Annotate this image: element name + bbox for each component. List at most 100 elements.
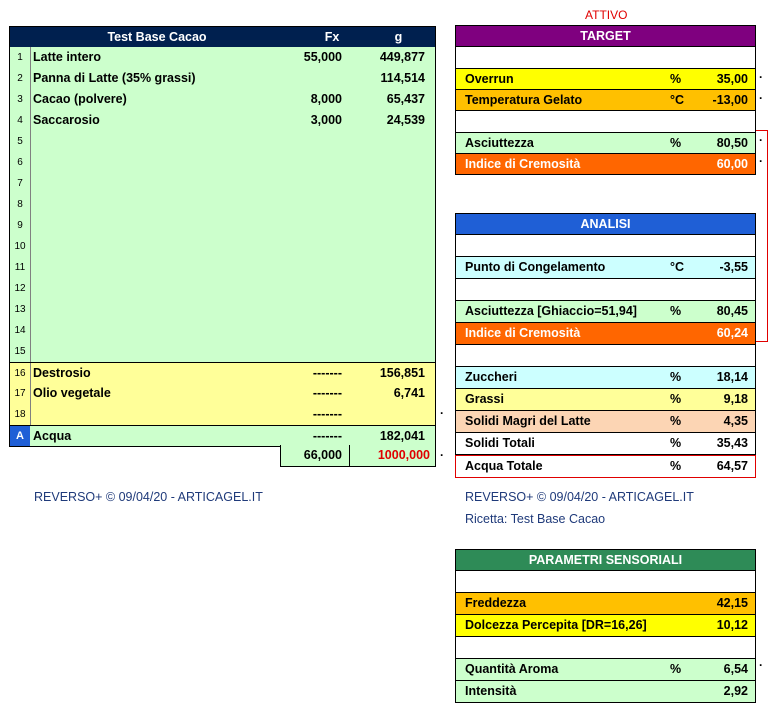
temperature-row[interactable]: Temperatura Gelato °C -13,00 bbox=[455, 90, 756, 111]
row-number: 1 bbox=[17, 52, 23, 63]
ingredient-row[interactable]: 9 bbox=[10, 215, 435, 236]
ingredient-row[interactable]: 11 bbox=[10, 257, 435, 278]
ingredient-name[interactable]: Saccarosio bbox=[33, 113, 100, 127]
row-number: 8 bbox=[17, 199, 23, 210]
asciuttezza-unit: % bbox=[670, 136, 682, 150]
ingredient-grams: 24,539 bbox=[386, 113, 425, 127]
ingredient-fx: 55,000 bbox=[303, 50, 342, 64]
ingredient-row[interactable]: 14 bbox=[10, 320, 435, 341]
sensoriali-header: PARAMETRI SENSORIALI bbox=[455, 549, 756, 571]
ingredient-row[interactable]: 4 Saccarosio 3,000 24,539 bbox=[10, 110, 435, 131]
row-number: 17 bbox=[14, 388, 26, 399]
overrun-label: Overrun bbox=[465, 72, 514, 86]
analisi-header: ANALISI bbox=[455, 213, 756, 235]
congelamento-row: Punto di Congelamento °C -3,55 bbox=[455, 257, 756, 279]
asciuttezza-value[interactable]: 80,50 bbox=[716, 136, 748, 150]
aroma-row[interactable]: Quantità Aroma % 6,54 bbox=[455, 659, 756, 681]
ingredient-row[interactable]: 8 bbox=[10, 194, 435, 215]
ingredient-name[interactable]: Cacao (polvere) bbox=[33, 92, 127, 106]
row-number: 13 bbox=[14, 304, 26, 315]
ingredient-row[interactable]: 2 Panna di Latte (35% grassi) 114,514 bbox=[10, 68, 435, 89]
marker-dot: · bbox=[759, 154, 763, 168]
attivo-label: ATTIVO bbox=[585, 8, 628, 22]
freddezza-row: Freddezza 42,15 bbox=[455, 593, 756, 615]
ingredient-row[interactable]: 15 bbox=[10, 341, 435, 362]
analisi-asciuttezza-row: Asciuttezza [Ghiaccio=51,94] % 80,45 bbox=[455, 301, 756, 323]
row-number: 9 bbox=[17, 220, 23, 231]
water-row[interactable]: A Acqua ------- 182,041 bbox=[10, 425, 435, 446]
ingredient-row[interactable]: 18 ------- bbox=[10, 404, 435, 425]
solidi-totali-unit: % bbox=[670, 436, 682, 450]
ingredient-row[interactable]: 7 bbox=[10, 173, 435, 194]
solidi-magri-value: 4,35 bbox=[723, 414, 748, 428]
ingredient-row[interactable]: 1 Latte intero 55,000 449,877 bbox=[10, 47, 435, 68]
marker-dot: · bbox=[759, 658, 763, 672]
ingredient-fx: ------- bbox=[312, 407, 342, 421]
marker-dot: · bbox=[440, 448, 444, 462]
ingredient-row[interactable]: 5 bbox=[10, 131, 435, 152]
congelamento-label: Punto di Congelamento bbox=[465, 260, 606, 274]
ingredient-name[interactable]: Olio vegetale bbox=[33, 386, 111, 400]
ingredient-name[interactable]: Latte intero bbox=[33, 50, 102, 64]
bracket-line bbox=[767, 172, 768, 300]
marker-dot: · bbox=[759, 133, 763, 147]
ingredient-row[interactable]: 10 bbox=[10, 236, 435, 257]
grassi-value: 9,18 bbox=[723, 392, 748, 406]
ingredient-grams: 182,041 bbox=[379, 429, 425, 443]
ingredient-name[interactable]: Acqua bbox=[33, 429, 72, 443]
row-number: 3 bbox=[17, 94, 23, 105]
row-number: 12 bbox=[14, 283, 26, 294]
target-panel: TARGET Overrun % 35,00 Temperatura Gelat… bbox=[455, 25, 756, 175]
overrun-value[interactable]: 35,00 bbox=[716, 72, 748, 86]
asciuttezza-label: Asciuttezza [Ghiaccio=51,94] bbox=[465, 304, 637, 318]
row-number: 10 bbox=[14, 241, 26, 252]
aroma-value[interactable]: 6,54 bbox=[723, 662, 748, 676]
col-g-header: g bbox=[394, 30, 403, 44]
solidi-totali-value: 35,43 bbox=[716, 436, 748, 450]
ingredient-name[interactable]: Panna di Latte (35% grassi) bbox=[33, 71, 196, 85]
grassi-row: Grassi % 9,18 bbox=[455, 389, 756, 411]
ingredient-name[interactable]: Destrosio bbox=[33, 366, 91, 380]
acqua-totale-row: Acqua Totale % 64,57 bbox=[455, 455, 756, 478]
temperature-value[interactable]: -13,00 bbox=[712, 93, 748, 107]
target-asciuttezza-row[interactable]: Asciuttezza % 80,50 bbox=[455, 133, 756, 154]
freddezza-label: Freddezza bbox=[465, 596, 527, 610]
solidi-magri-row: Solidi Magri del Latte % 4,35 bbox=[455, 411, 756, 433]
ingredient-row[interactable]: 12 bbox=[10, 278, 435, 299]
ingredient-grams: 449,877 bbox=[379, 50, 425, 64]
target-cremosita-row[interactable]: Indice di Cremosità 60,00 bbox=[455, 154, 756, 175]
ingredient-fx: 3,000 bbox=[310, 113, 342, 127]
zuccheri-row: Zuccheri % 18,14 bbox=[455, 367, 756, 389]
aroma-label: Quantità Aroma bbox=[465, 662, 559, 676]
ingredient-row[interactable]: 6 bbox=[10, 152, 435, 173]
overrun-row[interactable]: Overrun % 35,00 bbox=[455, 69, 756, 90]
row-number: 11 bbox=[14, 262, 26, 273]
row-number: A bbox=[10, 426, 30, 446]
ingredient-row[interactable]: 16 Destrosio ------- 156,851 bbox=[10, 362, 435, 383]
zuccheri-value: 18,14 bbox=[716, 370, 748, 384]
recipe-name-label: Ricetta: Test Base Cacao bbox=[465, 512, 606, 526]
row-number: 15 bbox=[14, 346, 26, 357]
intensita-label: Intensità bbox=[465, 684, 517, 698]
grassi-label: Grassi bbox=[465, 392, 504, 406]
row-number: 2 bbox=[17, 73, 23, 84]
ingredient-row[interactable]: 13 bbox=[10, 299, 435, 320]
ingredient-row[interactable]: 17 Olio vegetale ------- 6,741 bbox=[10, 383, 435, 404]
row-number: 5 bbox=[17, 136, 23, 147]
ingredient-fx: ------- bbox=[312, 386, 342, 400]
cremosita-label: Indice di Cremosità bbox=[465, 326, 581, 340]
totals-row: 66,000 1000,000 bbox=[280, 445, 436, 467]
ingredient-grams: 65,437 bbox=[386, 92, 425, 106]
ingredient-row[interactable]: 3 Cacao (polvere) 8,000 65,437 bbox=[10, 89, 435, 110]
acqua-totale-value: 64,57 bbox=[716, 459, 748, 473]
marker-dot: · bbox=[440, 406, 444, 420]
row-number: 14 bbox=[14, 325, 26, 336]
marker-dot: · bbox=[759, 91, 763, 105]
target-header: TARGET bbox=[455, 25, 756, 47]
ingredient-grams: 156,851 bbox=[379, 366, 425, 380]
cremosita-value[interactable]: 60,00 bbox=[716, 157, 748, 171]
bracket-gap bbox=[756, 172, 768, 300]
acqua-totale-unit: % bbox=[670, 459, 682, 473]
dolcezza-row: Dolcezza Percepita [DR=16,26] 10,12 bbox=[455, 615, 756, 637]
asciuttezza-unit: % bbox=[670, 304, 682, 318]
